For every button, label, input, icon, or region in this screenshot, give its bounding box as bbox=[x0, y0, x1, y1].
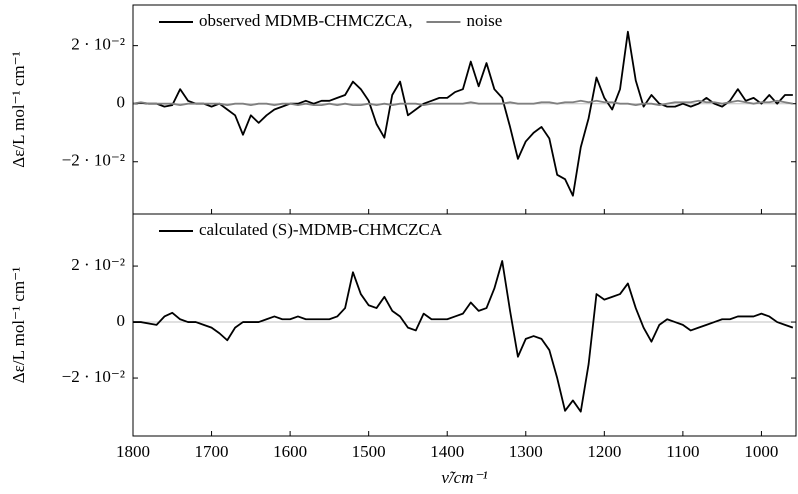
y-tick-label: 0 bbox=[117, 93, 126, 112]
x-tick-label: 1200 bbox=[587, 442, 621, 461]
plot-frame bbox=[132, 213, 797, 437]
y-tick-label: 2 · 10⁻² bbox=[71, 255, 125, 274]
x-tick-label: 1000 bbox=[744, 442, 778, 461]
legend-label: calculated (S)-MDMB-CHMCZCA bbox=[199, 220, 443, 239]
series-line bbox=[133, 99, 794, 107]
y-tick-label: 0 bbox=[117, 311, 126, 330]
legend-label: noise bbox=[466, 11, 502, 30]
y-tick-label: 2 · 10⁻² bbox=[71, 35, 125, 54]
legend-label: observed MDMB-CHMCZCA, bbox=[199, 11, 412, 30]
series-line bbox=[133, 260, 794, 413]
series-line bbox=[133, 30, 793, 197]
x-tick-label: 1800 bbox=[116, 442, 150, 461]
x-tick-label: 1500 bbox=[352, 442, 386, 461]
x-tick-label: 1600 bbox=[273, 442, 307, 461]
y-axis-label: Δε/L mol⁻¹ cm⁻¹ bbox=[9, 267, 28, 383]
y-axis-label: Δε/L mol⁻¹ cm⁻¹ bbox=[9, 51, 28, 167]
y-tick-label: −2 · 10⁻² bbox=[62, 151, 125, 170]
x-tick-label: 1100 bbox=[666, 442, 699, 461]
x-tick-label: 1300 bbox=[509, 442, 543, 461]
plot-frame bbox=[132, 4, 797, 215]
y-tick-label: −2 · 10⁻² bbox=[62, 367, 125, 386]
x-tick-label: 1700 bbox=[195, 442, 229, 461]
x-tick-label: 1400 bbox=[430, 442, 464, 461]
x-axis-label: ν̃/cm⁻¹ bbox=[441, 468, 487, 487]
